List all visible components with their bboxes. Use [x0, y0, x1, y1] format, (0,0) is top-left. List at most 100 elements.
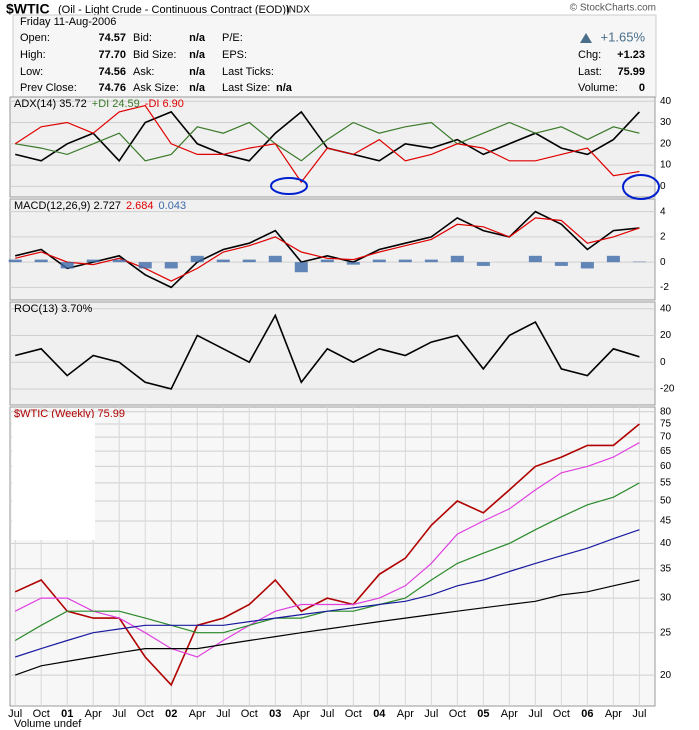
field-label: EPS: [222, 49, 247, 61]
y-tick-label: 75 [660, 419, 672, 430]
field-label: Prev Close: [20, 82, 77, 94]
y-tick-label: 60 [660, 461, 672, 472]
y-tick-label: 30 [660, 117, 672, 128]
histogram-bar [190, 255, 204, 263]
field-value: +1.23 [617, 49, 645, 61]
field-label: Bid Size: [133, 49, 176, 61]
field-value: 74.76 [98, 82, 126, 94]
annotation-circle [270, 177, 308, 195]
field-label: Bid: [133, 32, 152, 44]
field-value: n/a [276, 82, 293, 94]
legend-entry: MACD(12,26,9) 2.727 [14, 200, 121, 212]
histogram-bar [164, 262, 178, 269]
histogram-bar [242, 259, 256, 263]
histogram-bar [86, 259, 100, 263]
legend-entry: -DI 6.90 [145, 98, 184, 110]
panel [9, 301, 656, 406]
series-line [15, 217, 640, 282]
y-tick-label: 65 [660, 446, 672, 457]
histogram-bar [528, 255, 542, 263]
series-line [14, 442, 640, 658]
y-tick-label: 50 [660, 496, 672, 507]
x-tick-label: Jul [216, 708, 230, 720]
series-line [14, 579, 640, 676]
x-tick-label: Oct [241, 708, 258, 720]
field-label: High: [20, 49, 46, 61]
x-tick-label: Apr [85, 708, 102, 720]
histogram-bar [8, 259, 22, 263]
change-pct: +1.65% [601, 29, 646, 44]
up-arrow [580, 33, 592, 43]
y-tick-label: 0 [660, 181, 666, 192]
y-tick-label: 35 [660, 563, 672, 574]
y-tick-label: 25 [660, 627, 672, 638]
series-line [15, 529, 640, 658]
legend-entry: $WTIC (Weekly) 75.99 [14, 408, 125, 420]
y-tick-label: 55 [660, 478, 672, 489]
annotation-circle [622, 174, 660, 200]
field-label: Chg: [578, 49, 601, 61]
x-tick-label: Oct [553, 708, 570, 720]
x-tick-label: Jul [8, 708, 22, 720]
x-tick-label: Oct [137, 708, 154, 720]
field-label: Last Ticks: [222, 66, 274, 78]
x-tick-label: Apr [293, 708, 310, 720]
panel [9, 198, 656, 301]
legend-entry: 0.043 [159, 200, 187, 212]
x-tick-label: Oct [345, 708, 362, 720]
panel [9, 406, 656, 707]
y-tick-label: 20 [660, 670, 672, 681]
histogram-bar [554, 262, 568, 266]
x-tick-label: Jul [424, 708, 438, 720]
legend-entry: ADX(14) 35.72 [14, 98, 87, 110]
y-tick-label: 40 [660, 96, 672, 107]
x-tick-label: Jul [320, 708, 334, 720]
field-value: 75.99 [617, 66, 645, 78]
y-tick-label: -20 [660, 384, 675, 395]
field-value: 74.56 [98, 66, 126, 78]
field-label: Ask Size: [133, 82, 179, 94]
field-value: n/a [189, 49, 206, 61]
x-tick-label: Oct [33, 708, 50, 720]
y-tick-label: 80 [660, 406, 672, 417]
x-tick-label: 01 [61, 708, 73, 720]
field-value: 74.57 [98, 32, 126, 44]
histogram-bar [632, 261, 646, 263]
x-tick-label: Jul [528, 708, 542, 720]
histogram-bar [424, 259, 438, 263]
symbol-name: (Oil - Light Crude - Continuous Contract… [58, 4, 290, 16]
field-value: 0 [639, 82, 645, 94]
y-tick-label: 10 [660, 160, 672, 171]
y-tick-label: 4 [660, 206, 666, 217]
field-label: Volume: [578, 82, 618, 94]
series-line [15, 210, 640, 289]
credit: © StockCharts.com [570, 3, 656, 14]
volume-label: Volume undef [14, 718, 82, 730]
y-tick-label: 40 [660, 538, 672, 549]
x-tick-label: Oct [449, 708, 466, 720]
legend-entry: 2.684 [126, 200, 154, 212]
histogram-bar [372, 259, 386, 263]
x-tick-label: 06 [581, 708, 593, 720]
legend-cover [12, 418, 95, 540]
x-tick-label: Apr [605, 708, 622, 720]
field-label: Low: [20, 66, 43, 78]
histogram-bar [216, 259, 230, 263]
x-tick-label: 04 [373, 708, 386, 720]
x-tick-label: 05 [477, 708, 489, 720]
x-tick-label: Jul [112, 708, 126, 720]
x-tick-label: 03 [269, 708, 281, 720]
quote-box [12, 14, 657, 98]
histogram-bar [138, 262, 152, 269]
y-tick-label: 20 [660, 138, 672, 149]
x-tick-label: Apr [189, 708, 206, 720]
histogram-bar [476, 262, 490, 266]
legend-entry: +DI 24.59 [92, 98, 140, 110]
histogram-bar [450, 255, 464, 263]
x-tick-label: Jul [632, 708, 646, 720]
field-value: n/a [189, 66, 206, 78]
x-tick-label: Apr [501, 708, 518, 720]
y-tick-label: 40 [660, 303, 672, 314]
symbol: $WTIC [6, 1, 50, 17]
